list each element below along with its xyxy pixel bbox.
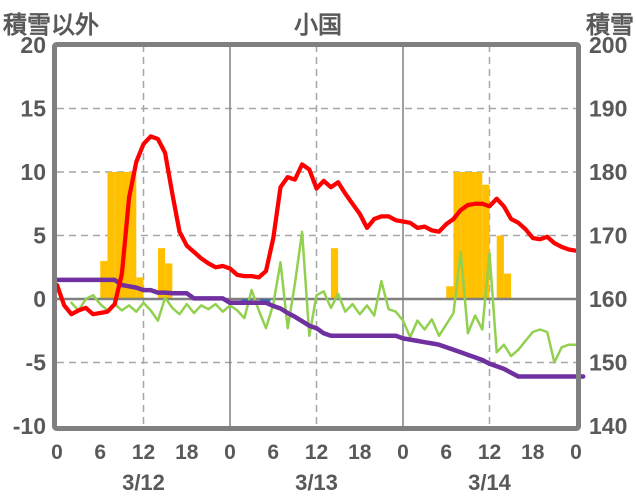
left-axis-tick-label: 15 [20, 96, 46, 122]
x-axis-date-label: 3/13 [295, 470, 338, 495]
x-axis-hour-label: 0 [51, 441, 63, 464]
right-axis-tick-label: 140 [589, 413, 627, 439]
x-axis-hour-label: 18 [175, 441, 199, 464]
x-axis-hour-label: 18 [348, 441, 372, 464]
left-axis-title: 積雪以外 [3, 12, 99, 39]
x-axis-hour-label: 18 [521, 441, 545, 464]
orange-precipitation-bars [503, 273, 512, 299]
orange-precipitation-bars [467, 172, 476, 299]
orange-precipitation-bars [453, 172, 461, 299]
x-axis-date-label: 3/12 [122, 470, 165, 495]
orange-precipitation-bars [107, 172, 115, 299]
x-axis-hour-label: 12 [132, 441, 155, 464]
orange-precipitation-bars [460, 172, 468, 299]
x-axis-hour-label: 12 [478, 441, 501, 464]
orange-precipitation-bars [157, 248, 166, 299]
orange-precipitation-bars [482, 184, 490, 299]
x-axis-hour-label: 0 [224, 441, 236, 464]
right-axis-tick-label: 180 [589, 159, 627, 185]
right-axis-tick-label: 160 [589, 286, 627, 312]
x-axis-hour-label: 6 [94, 441, 106, 464]
orange-precipitation-bars [330, 248, 339, 299]
x-axis-hour-label: 0 [570, 441, 582, 464]
orange-precipitation-bars [129, 172, 137, 299]
orange-precipitation-bars [165, 263, 173, 299]
red-temperature-line [54, 134, 579, 317]
x-axis-hour-label: 12 [305, 441, 328, 464]
left-axis-tick-label: -5 [26, 350, 47, 376]
left-axis-tick-label: 0 [33, 286, 46, 312]
left-axis-tick-label: 20 [20, 32, 46, 58]
orange-precipitation-bars [496, 235, 504, 299]
x-axis-hour-label: 6 [267, 441, 279, 464]
orange-precipitation-bars [114, 172, 122, 299]
orange-precipitation-bars [446, 286, 454, 299]
right-axis-tick-label: 150 [589, 350, 627, 376]
right-axis-title: 積雪 [586, 12, 634, 39]
x-axis-date-label: 3/14 [468, 470, 512, 495]
orange-precipitation-bars [475, 172, 483, 299]
right-axis-tick-label: 200 [589, 32, 627, 58]
x-axis-hour-label: 6 [440, 441, 452, 464]
left-axis-tick-label: 5 [33, 223, 46, 249]
purple-snow-depth-line [54, 277, 586, 379]
plot-border [52, 42, 581, 431]
x-axis-hour-label: 0 [397, 441, 409, 464]
green-line [70, 230, 578, 364]
right-axis-tick-label: 190 [589, 96, 627, 122]
right-axis-tick-label: 170 [589, 223, 627, 249]
chart-title: 小国 [294, 12, 342, 39]
left-axis-tick-label: -10 [13, 413, 46, 439]
left-axis-tick-label: 10 [20, 159, 46, 185]
